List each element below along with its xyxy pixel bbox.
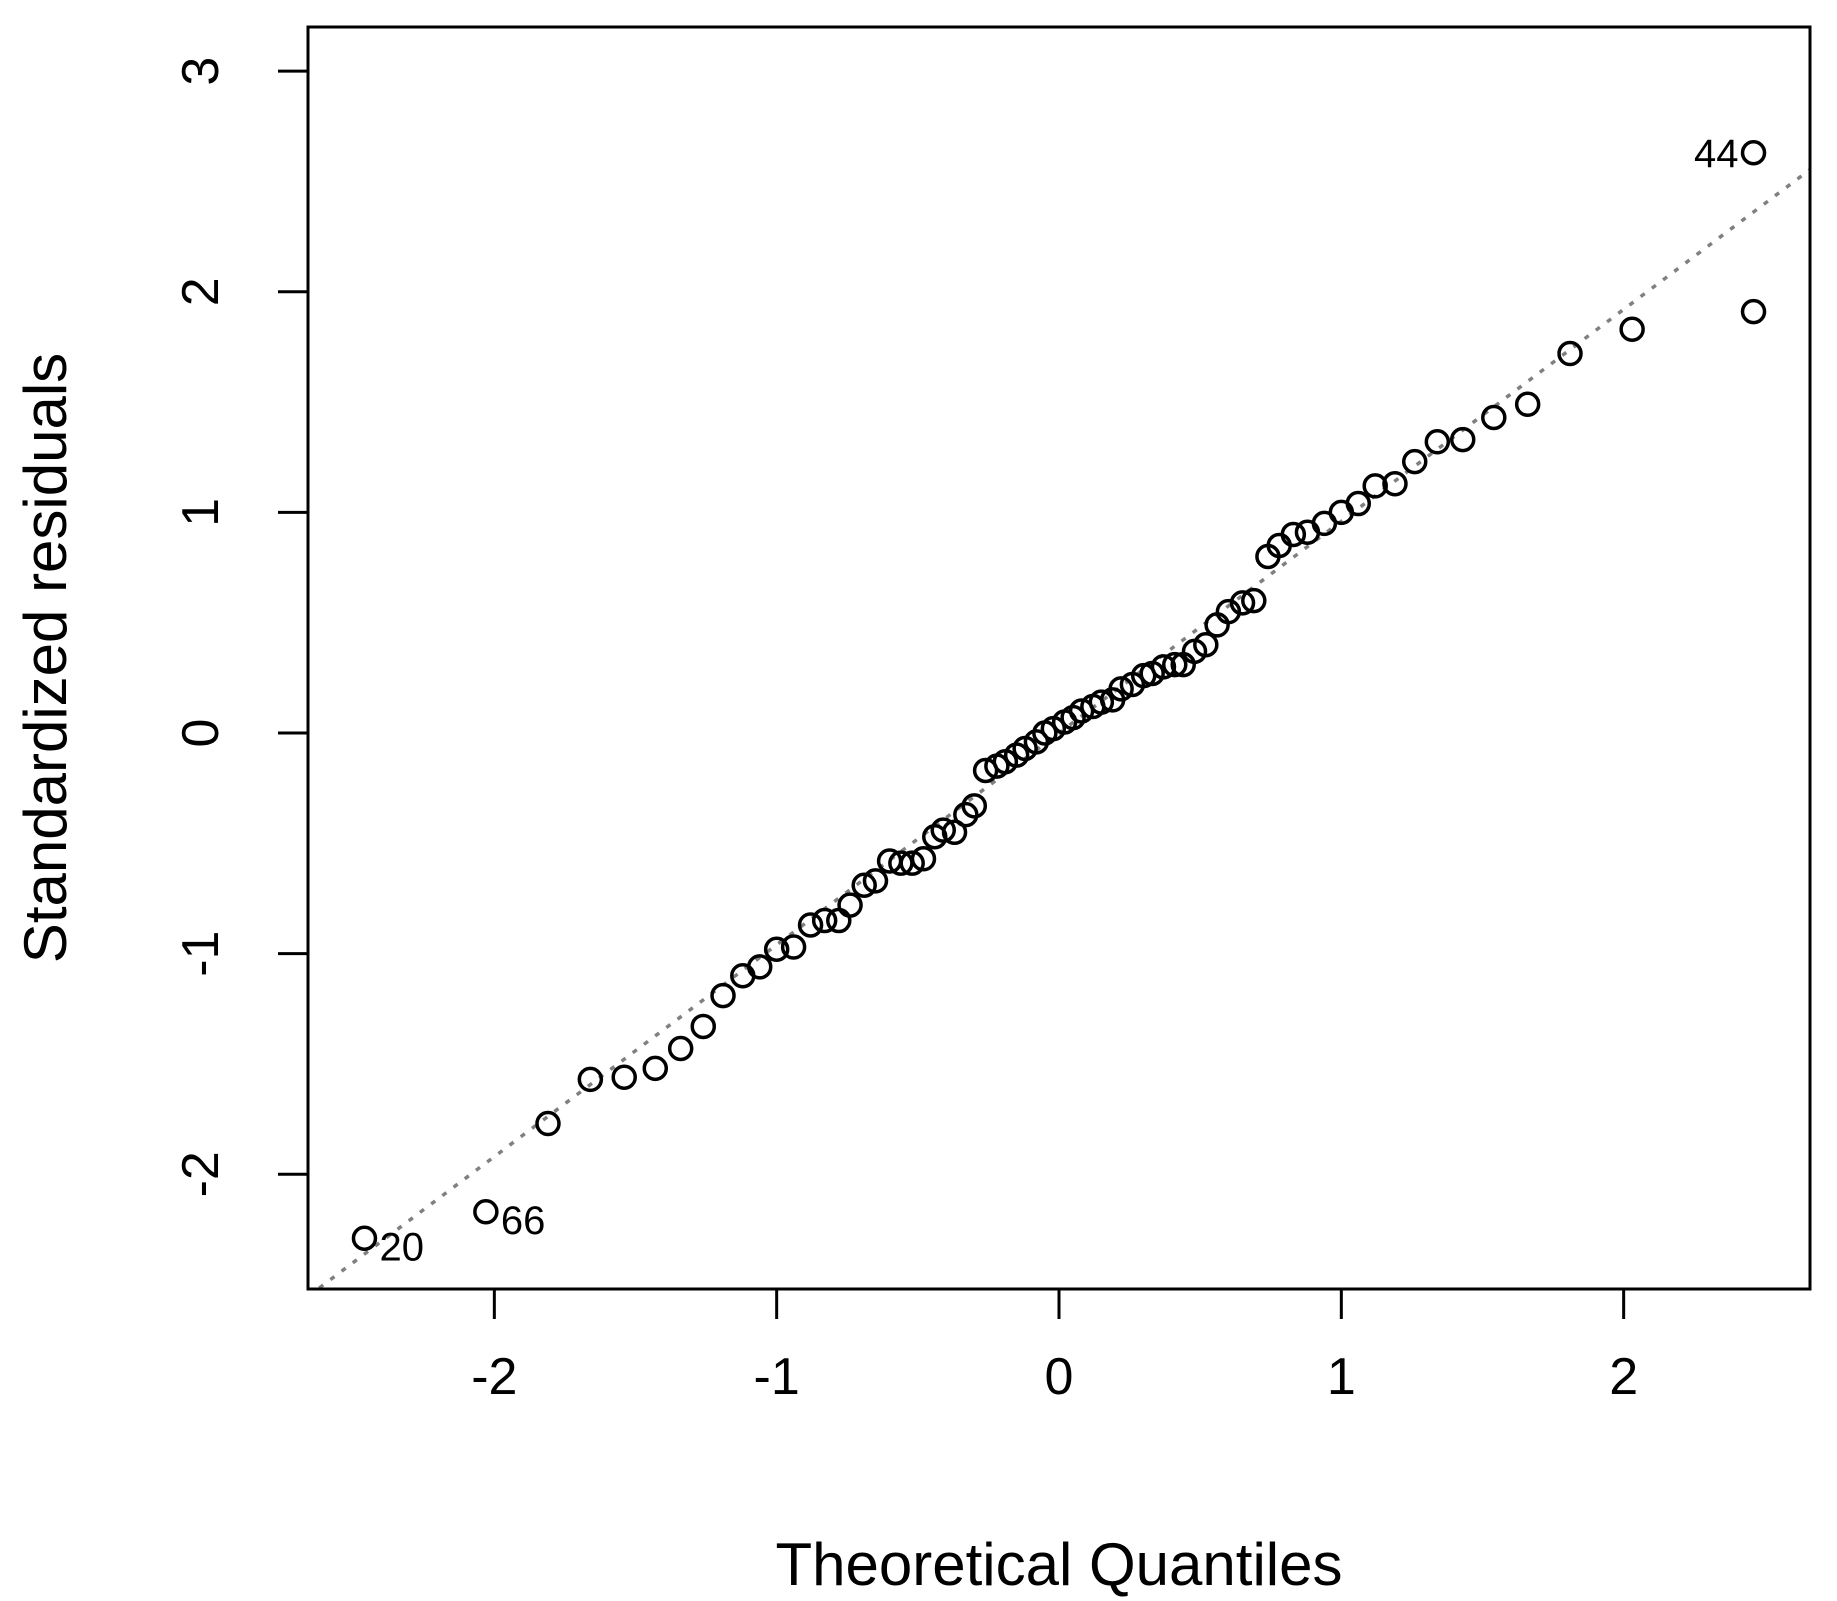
data-point	[746, 954, 773, 980]
data-point	[961, 793, 988, 819]
data-point	[826, 907, 852, 934]
x-tick-label: -2	[471, 1348, 517, 1406]
data-point	[690, 1013, 717, 1040]
data-point	[1449, 426, 1476, 453]
data-point	[1108, 676, 1134, 702]
data-point	[910, 846, 937, 872]
data-point	[535, 1110, 561, 1137]
y-tick-label: 1	[172, 498, 230, 527]
data-point	[1740, 140, 1767, 166]
x-tick-label: -1	[754, 1348, 800, 1406]
data-point	[1229, 590, 1256, 616]
point-label: 20	[379, 1225, 424, 1269]
data-point	[1740, 298, 1767, 325]
y-tick-label: -1	[172, 931, 230, 977]
x-axis-ticks: -2 -1 0 1 2	[471, 1289, 1638, 1406]
data-point	[780, 934, 807, 960]
point-labels: 20 66 44	[379, 132, 1738, 1269]
data-point	[953, 801, 979, 828]
x-tick-label: 1	[1327, 1348, 1356, 1406]
x-axis-title: Theoretical Quantiles	[776, 1531, 1343, 1598]
plot-frame	[306, 25, 1812, 1291]
data-point	[1424, 429, 1451, 455]
x-tick-label: 2	[1609, 1348, 1638, 1406]
y-tick-label: 0	[172, 719, 230, 748]
data-point	[1023, 729, 1050, 755]
data-point	[642, 1055, 669, 1082]
data-point	[1514, 391, 1541, 418]
point-label: 66	[501, 1199, 546, 1243]
data-point	[710, 982, 736, 1009]
data-point	[851, 872, 877, 898]
data-point	[1481, 404, 1507, 431]
data-point	[763, 936, 790, 962]
y-axis-title: Standardized residuals	[12, 353, 79, 963]
data-point	[611, 1064, 637, 1090]
data-point	[1088, 689, 1115, 715]
data-point	[1557, 340, 1583, 367]
data-point	[577, 1066, 604, 1093]
points-layer	[351, 140, 1767, 1252]
y-axis-ticks: -2 -1 0 1 2 3	[172, 57, 308, 1197]
x-tick-label: 0	[1045, 1348, 1074, 1406]
y-tick-label: 2	[172, 277, 230, 306]
data-point	[1362, 473, 1388, 499]
data-point	[811, 907, 838, 934]
data-point	[837, 892, 863, 918]
data-point	[899, 850, 925, 876]
data-point	[941, 819, 968, 846]
data-point	[797, 912, 824, 938]
data-point	[473, 1199, 499, 1225]
data-point	[1193, 632, 1219, 658]
data-point	[1150, 654, 1177, 680]
y-tick-label: -2	[172, 1151, 230, 1197]
data-point	[351, 1225, 378, 1252]
data-point	[1619, 316, 1645, 343]
data-point	[1345, 490, 1372, 517]
data-point	[667, 1035, 694, 1062]
data-point	[1401, 448, 1428, 475]
y-tick-label: 3	[172, 57, 230, 86]
point-label: 44	[1694, 132, 1739, 176]
data-point	[862, 868, 889, 894]
data-point	[930, 817, 956, 843]
data-point	[1162, 651, 1188, 678]
data-point	[1280, 521, 1307, 548]
data-point	[1382, 470, 1408, 497]
data-point	[1241, 587, 1267, 614]
